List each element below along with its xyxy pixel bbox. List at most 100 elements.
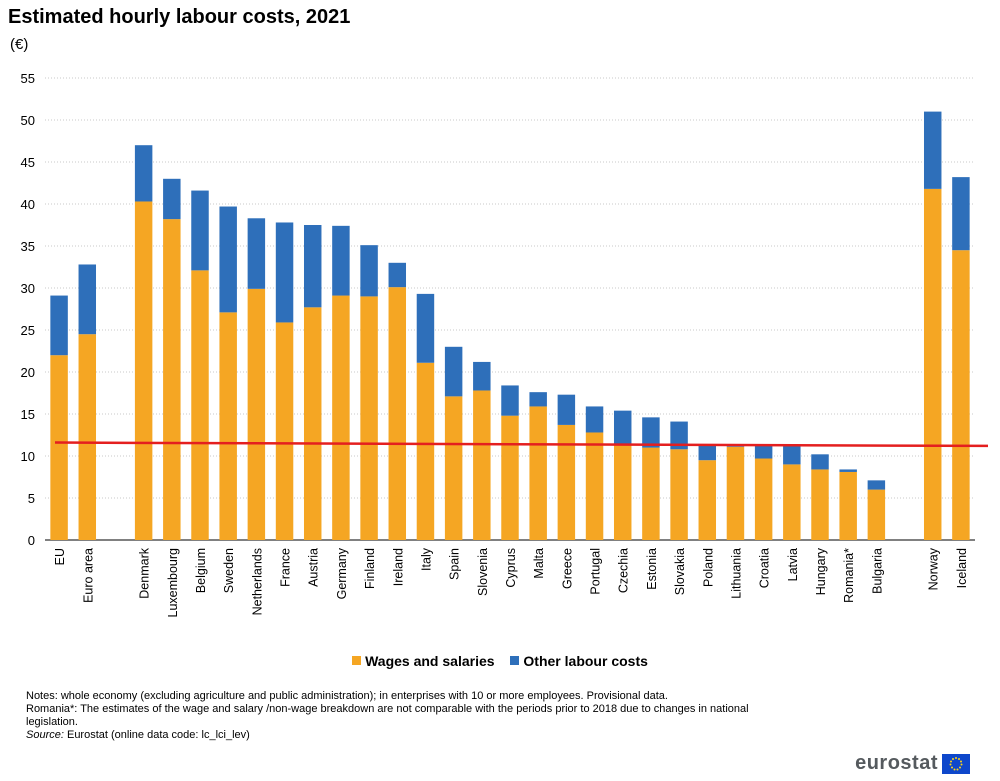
legend-swatch-other — [510, 656, 520, 665]
x-tick-label: Lithuania — [729, 548, 743, 599]
legend-label-wages: Wages and salaries — [365, 652, 495, 669]
bar-wages — [811, 469, 829, 540]
bar-wages — [501, 415, 519, 540]
bar-other — [247, 218, 266, 289]
x-tick-label: Greece — [560, 548, 574, 589]
y-tick-label: 50 — [21, 113, 35, 128]
x-tick-label: Spain — [448, 548, 462, 580]
bar-other — [642, 417, 660, 448]
bar-wages — [557, 424, 576, 540]
bar-wages — [613, 445, 632, 540]
bar-wages — [303, 307, 322, 540]
bar-wages — [867, 489, 886, 540]
bar-wages — [529, 406, 547, 540]
bar-wages — [473, 390, 491, 540]
x-tick-label: Finland — [363, 548, 377, 589]
x-tick-label: Germany — [335, 547, 349, 599]
bar-wages — [275, 322, 294, 540]
notes-line-2: Romania*: The estimates of the wage and … — [26, 703, 749, 728]
x-tick-label: Ireland — [391, 548, 405, 586]
source-label: Source: — [26, 729, 64, 741]
bar-other — [754, 445, 773, 459]
bar-other — [444, 346, 463, 397]
bar-wages — [642, 447, 660, 540]
bar-other — [388, 262, 407, 288]
x-tick-label: Netherlands — [250, 548, 264, 615]
bar-wages — [360, 296, 378, 540]
bar-wages — [923, 188, 942, 540]
bar-wages — [219, 312, 237, 540]
legend-item-wages: Wages and salaries — [352, 652, 495, 669]
x-tick-label: Slovenia — [476, 548, 490, 596]
bar-wages — [698, 460, 717, 540]
y-tick-label: 25 — [21, 323, 35, 338]
bar-other — [50, 295, 68, 356]
bar-other — [839, 469, 857, 472]
bar-wages — [726, 446, 745, 540]
bar-wages — [191, 270, 209, 540]
y-tick-label: 55 — [21, 71, 35, 86]
bar-wages — [670, 449, 688, 540]
eurostat-logo: eurostat — [855, 752, 970, 775]
x-tick-label: France — [279, 548, 293, 587]
bar-other — [134, 145, 153, 202]
x-tick-label: Estonia — [645, 548, 659, 590]
x-tick-label: Bulgaria — [870, 548, 884, 594]
bar-other — [303, 225, 322, 308]
legend-swatch-wages — [352, 656, 362, 665]
y-tick-label: 15 — [21, 407, 35, 422]
bar-other — [78, 264, 97, 335]
notes-source: Source: Eurostat (online data code: lc_l… — [26, 729, 786, 742]
bar-wages — [839, 471, 857, 540]
x-tick-label: Croatia — [758, 548, 772, 588]
bar-other — [923, 111, 942, 189]
bar-other — [529, 392, 547, 407]
bar-wages — [388, 287, 407, 540]
bar-wages — [332, 295, 350, 540]
y-tick-label: 20 — [21, 365, 35, 380]
x-tick-label: Latvia — [786, 548, 800, 581]
bar-wages — [444, 396, 463, 540]
bar-wages — [585, 432, 604, 540]
bar-wages — [163, 219, 181, 540]
bar-other — [360, 245, 378, 297]
logo-text: eurostat — [855, 752, 938, 774]
bar-other — [613, 410, 632, 446]
bar-other — [952, 177, 970, 251]
bar-wages — [952, 250, 970, 540]
bar-chart: 0 5 10 15 20 25 30 35 40 45 50 55 EU Euro area Denmark… — [21, 71, 989, 618]
x-tick-label: Sweden — [222, 548, 236, 593]
source-text: Eurostat (online data code: lc_lci_lev) — [63, 729, 250, 741]
bar-other — [783, 445, 801, 465]
x-tick-label: Luxembourg — [166, 548, 180, 618]
chart-title: Estimated hourly labour costs, 2021 — [8, 6, 351, 28]
x-tick-label: Portugal — [589, 548, 603, 595]
x-tick-label: Italy — [419, 547, 433, 571]
bar-other — [416, 293, 435, 363]
legend: Wages and salaries Other labour costs — [0, 652, 1000, 669]
bar-other — [698, 444, 717, 461]
y-tick-label: 30 — [21, 281, 35, 296]
y-tick-label: 35 — [21, 239, 35, 254]
reference-line — [54, 441, 989, 448]
x-tick-label: Poland — [701, 548, 715, 587]
x-tick-label: Slovakia — [673, 548, 687, 595]
bar-other — [585, 406, 604, 433]
bar-other — [501, 385, 519, 416]
bar-wages — [754, 458, 773, 540]
chart-notes: Notes: whole economy (excluding agricult… — [26, 690, 786, 742]
legend-label-other: Other labour costs — [523, 652, 648, 669]
bar-other — [275, 222, 294, 323]
eu-flag-icon — [942, 753, 970, 774]
bar-wages — [416, 362, 435, 540]
x-tick-label: Hungary — [814, 547, 828, 595]
y-tick-label: 5 — [28, 491, 35, 506]
x-tick-label: Czechia — [617, 548, 631, 593]
bar-wages — [50, 355, 68, 540]
bar-other — [473, 361, 491, 391]
bar-other — [867, 480, 886, 490]
bar-other — [557, 394, 576, 425]
x-tick-label: Malta — [532, 548, 546, 579]
x-tick-label: Denmark — [138, 547, 152, 598]
bar-other — [191, 190, 209, 271]
